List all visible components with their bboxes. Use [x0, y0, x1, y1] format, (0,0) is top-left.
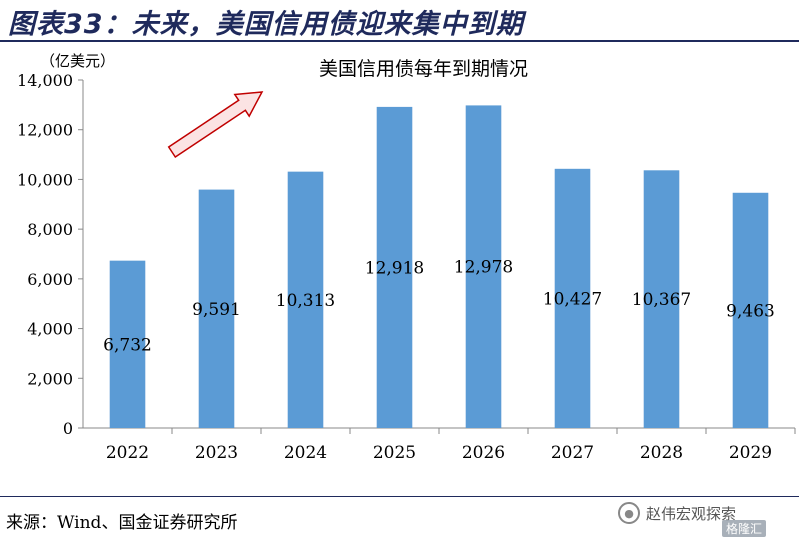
y-tick-label: 14,000 [17, 71, 73, 90]
bar [287, 171, 324, 428]
x-tick-label: 2026 [462, 443, 505, 463]
watermark-logo: 格隆汇 [722, 520, 767, 537]
wechat-icon: ● [618, 502, 640, 524]
y-tick-label: 12,000 [17, 121, 73, 140]
bar [465, 105, 502, 429]
bar-chart: 02,0004,0006,0008,00010,00012,00014,000 … [17, 71, 796, 463]
data-labels: 6,732 9,591 10,313 12,918 12,978 10,427 10,367… [103, 258, 775, 356]
watermark: ● 赵伟宏观探索 [618, 502, 736, 524]
trend-arrow-annotation [167, 91, 264, 159]
bar [109, 260, 146, 428]
x-axis-ticks: 2022 2023 2024 2025 2026 2027 2028 2029 [106, 428, 796, 463]
x-tick-label: 2028 [640, 443, 683, 463]
data-label: 6,732 [103, 335, 152, 355]
data-label: 9,591 [192, 300, 241, 320]
y-axis-unit-label: （亿美元） [40, 52, 116, 70]
y-tick-label: 10,000 [17, 170, 73, 189]
x-tick-label: 2024 [284, 443, 327, 463]
x-tick-label: 2023 [195, 443, 238, 463]
source-note: 来源：Wind、国金证券研究所 [6, 513, 238, 533]
y-tick-label: 2,000 [27, 369, 73, 388]
x-tick-label: 2022 [106, 443, 149, 463]
y-tick-label: 0 [63, 419, 73, 438]
x-tick-label: 2027 [551, 443, 594, 463]
bar [643, 170, 680, 428]
data-label: 10,367 [632, 290, 691, 310]
title-rule [0, 40, 799, 42]
data-label: 10,313 [276, 291, 335, 311]
y-tick-label: 4,000 [27, 320, 73, 339]
data-label: 12,978 [454, 258, 513, 278]
data-label: 12,918 [365, 258, 424, 278]
figure-title: 图表33：未来，美国信用债迎来集中到期 [8, 9, 524, 40]
chart-title: 美国信用债每年到期情况 [318, 58, 528, 80]
bar-series [109, 105, 769, 429]
y-axis-ticks: 0 2,000 4,000 6,000 8,000 10,000 12,000 14,000 [17, 71, 83, 438]
x-tick-label: 2029 [729, 443, 772, 463]
x-tick-label: 2025 [373, 443, 416, 463]
bar [554, 168, 591, 428]
y-tick-label: 8,000 [27, 220, 73, 239]
bar [198, 189, 235, 428]
bar [732, 192, 769, 428]
y-tick-label: 6,000 [27, 270, 73, 289]
bar [376, 106, 413, 428]
watermark-text: 赵伟宏观探索 [646, 504, 737, 523]
data-label: 10,427 [543, 289, 602, 309]
footer-rule [0, 496, 799, 497]
data-label: 9,463 [726, 301, 775, 321]
